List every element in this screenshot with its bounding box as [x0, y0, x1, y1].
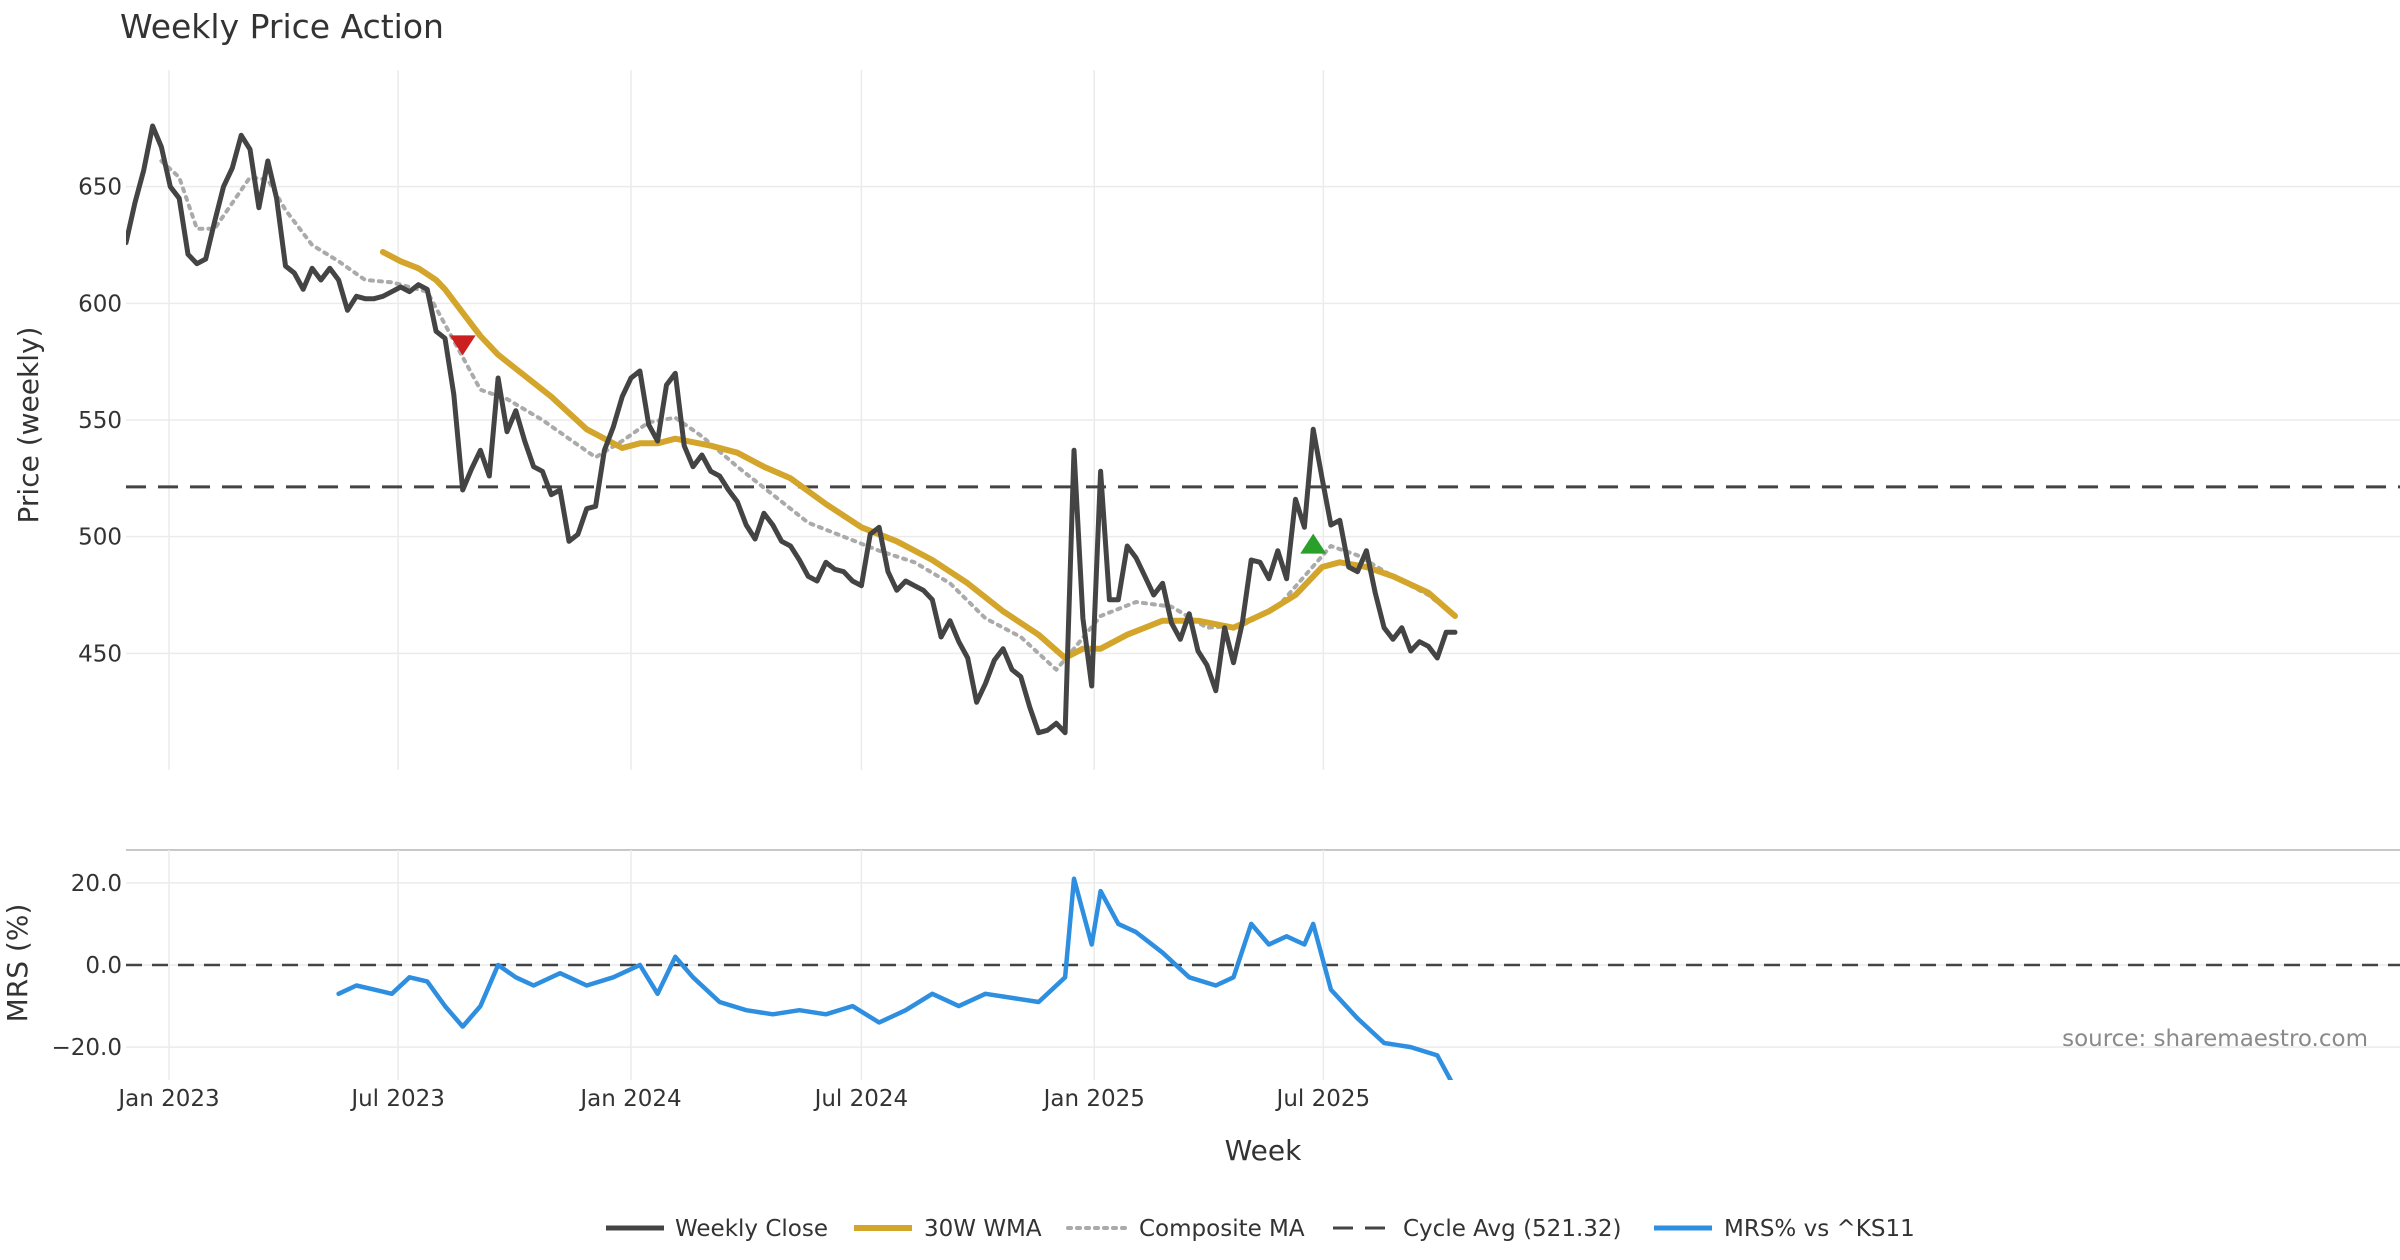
x-tick-jul-2023: Jul 2023 — [349, 1086, 445, 1112]
series-composite-ma-line — [159, 159, 1457, 672]
legend: Weekly Close 30W WMA Composite MA Cycle … — [606, 1216, 1915, 1242]
y-tick-600: 600 — [78, 291, 122, 317]
x-tick-jan-2023: Jan 2023 — [116, 1086, 219, 1112]
y-tick-650: 650 — [78, 175, 122, 201]
mrs-y-tick-20-0: −20.0 — [52, 1035, 122, 1061]
y-axis-label: Price (weekly) — [12, 327, 45, 524]
x-axis-ticks: Jan 2023 Jul 2023 Jan 2024 Jul 2024 Jan 2025… — [116, 1086, 1370, 1112]
series-mrs-line — [336, 876, 1454, 1080]
x-tick-jul-2025: Jul 2025 — [1275, 1086, 1371, 1112]
sell-signal-marker — [449, 335, 476, 356]
main-gridlines — [126, 70, 2400, 770]
buy-signal-marker — [1300, 533, 1327, 554]
x-tick-jan-2025: Jan 2025 — [1042, 1086, 1145, 1112]
source-credit: source: sharemaestro.com — [2062, 1026, 2368, 1052]
mrs-y-tick-20-0: 20.0 — [71, 871, 122, 897]
series-30w-wma-line — [379, 249, 1458, 661]
main-y-axis: 450 500 550 600 650 — [78, 175, 122, 668]
mrs-series-area — [126, 876, 2400, 1080]
x-axis-label: Week — [1225, 1134, 1302, 1167]
legend-label-mrs: MRS% vs ^KS11 — [1724, 1216, 1915, 1242]
legend-label-weekly-close: Weekly Close — [675, 1216, 828, 1242]
x-tick-jul-2024: Jul 2024 — [813, 1086, 909, 1112]
legend-label-composite: Composite MA — [1139, 1216, 1305, 1242]
legend-label-wma: 30W WMA — [924, 1216, 1042, 1242]
y-tick-500: 500 — [78, 525, 122, 551]
y-tick-550: 550 — [78, 408, 122, 434]
y-tick-450: 450 — [78, 641, 122, 667]
legend-label-cycle-avg: Cycle Avg (521.32) — [1403, 1216, 1622, 1242]
mrs-y-tick-0-0: 0.0 — [85, 953, 122, 979]
mrs-y-axis: −20.0 0.0 20.0 — [52, 871, 122, 1061]
main-series-area — [126, 123, 2400, 736]
x-tick-jan-2024: Jan 2024 — [578, 1086, 681, 1112]
mrs-axis-label: MRS (%) — [1, 904, 34, 1023]
chart-title: Weekly Price Action — [120, 7, 444, 46]
series-weekly-close-line — [126, 123, 1458, 736]
